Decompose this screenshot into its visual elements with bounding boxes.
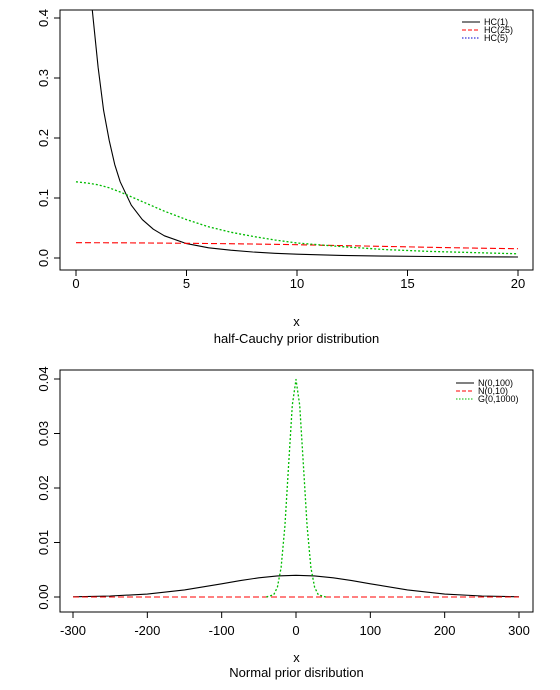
chart-caption: Normal prior disribution — [229, 665, 363, 680]
y-tick-label: 0.1 — [36, 189, 51, 207]
series-line — [75, 242, 519, 250]
series-line — [75, 181, 519, 255]
x-tick-label: 5 — [183, 276, 190, 291]
y-tick-label: 0.01 — [36, 530, 51, 555]
x-tick-label: -300 — [60, 623, 86, 638]
chart-caption: half-Cauchy prior distribution — [214, 331, 379, 346]
x-tick-label: 15 — [400, 276, 414, 291]
legend-label: G(0,1000) — [478, 394, 519, 404]
series-line — [266, 378, 326, 598]
series-line — [91, 10, 519, 258]
x-tick-label: 0 — [292, 623, 299, 638]
y-tick-label: 0.03 — [36, 421, 51, 446]
x-tick-label: -100 — [209, 623, 235, 638]
x-tick-label: 200 — [434, 623, 456, 638]
x-tick-label: 300 — [508, 623, 530, 638]
legend-label: HC(25) — [484, 25, 513, 35]
y-tick-label: 0.2 — [36, 129, 51, 147]
legend-label: N(0,100) — [478, 378, 513, 388]
half-cauchy-panel: 0 5 10 15 20 0.0 0.1 0.2 0.3 0.4 HC(1)HC(25)HC(5) x… — [36, 9, 534, 346]
x-axis-label: x — [293, 314, 300, 329]
x-tick-label: 20 — [511, 276, 525, 291]
legend-label: HC(1) — [484, 17, 508, 27]
y-tick-label: 0.00 — [36, 584, 51, 609]
x-tick-label: -200 — [134, 623, 160, 638]
normal-panel: -300 -200 -100 0 100 200 300 0.00 0.01 0.02 0.03 0.… — [36, 366, 534, 680]
y-tick-label: 0.0 — [36, 249, 51, 267]
y-tick-label: 0.02 — [36, 475, 51, 500]
y-tick-label: 0.04 — [36, 366, 51, 391]
legend-label: HC(5) — [484, 33, 508, 43]
x-tick-label: 10 — [290, 276, 304, 291]
plot-frame — [59, 9, 534, 271]
legend-label: N(0,10) — [478, 386, 508, 396]
series-line — [72, 574, 520, 598]
y-tick-label: 0.4 — [36, 9, 51, 27]
x-tick-label: 100 — [359, 623, 381, 638]
x-tick-label: 0 — [72, 276, 79, 291]
x-axis-label: x — [293, 650, 300, 665]
y-tick-label: 0.3 — [36, 69, 51, 87]
